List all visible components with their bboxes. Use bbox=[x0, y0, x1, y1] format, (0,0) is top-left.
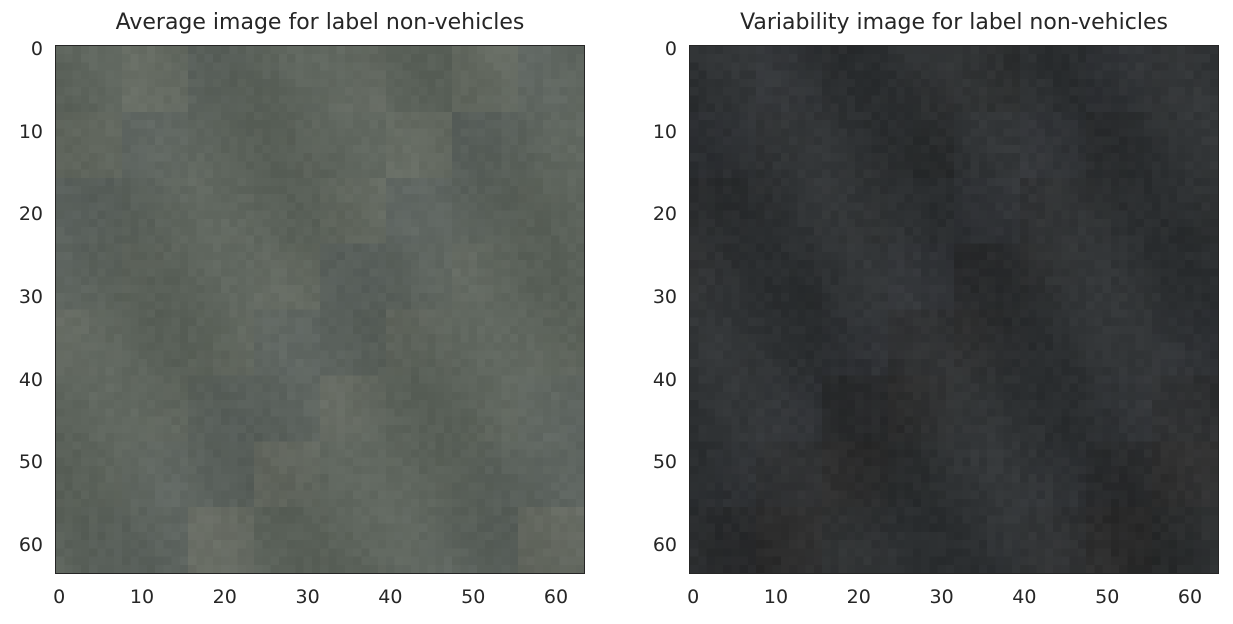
x-tick-label: 60 bbox=[543, 586, 569, 608]
x-tick-label: 50 bbox=[1095, 586, 1120, 608]
y-tick-label: 60 bbox=[652, 534, 677, 557]
x-tick-label: 30 bbox=[295, 586, 320, 608]
y-tick-label: 10 bbox=[652, 120, 677, 143]
y-tick-label: 50 bbox=[652, 451, 677, 474]
x-tick-label: 60 bbox=[1177, 586, 1203, 608]
y-tick-label: 0 bbox=[30, 38, 43, 61]
panel-variability: Variability image for label non-vehicles… bbox=[634, 0, 1233, 624]
y-tick-label: 50 bbox=[18, 451, 43, 474]
x-tick-label: 40 bbox=[378, 586, 403, 608]
x-tick-label: 0 bbox=[687, 586, 700, 608]
y-tick-label: 20 bbox=[18, 203, 43, 226]
heatmap-image bbox=[690, 46, 1218, 573]
x-tick-label: 10 bbox=[129, 586, 155, 608]
heatmap-axes bbox=[689, 45, 1219, 574]
chart-title: Variability image for label non-vehicles bbox=[740, 10, 1168, 35]
x-tick-label: 0 bbox=[53, 586, 66, 608]
x-tick-label: 10 bbox=[763, 586, 789, 608]
x-tick-label: 40 bbox=[1012, 586, 1037, 608]
y-tick-label: 20 bbox=[652, 203, 677, 226]
heatmap-image bbox=[56, 46, 584, 573]
chart-title: Average image for label non-vehicles bbox=[115, 10, 525, 35]
y-tick-label: 40 bbox=[18, 368, 43, 391]
y-tick-label: 60 bbox=[18, 534, 43, 557]
x-tick-label: 20 bbox=[212, 586, 237, 608]
panel-average: Average image for label non-vehicles 0 10… bbox=[0, 0, 616, 624]
x-tick-label: 30 bbox=[929, 586, 954, 608]
y-tick-label: 30 bbox=[18, 286, 43, 309]
y-tick-label: 40 bbox=[652, 368, 677, 391]
y-tick-label: 30 bbox=[652, 286, 677, 309]
y-tick-label: 0 bbox=[664, 38, 677, 61]
y-tick-label: 10 bbox=[18, 120, 43, 143]
heatmap-axes bbox=[55, 45, 585, 574]
x-tick-label: 50 bbox=[461, 586, 486, 608]
x-tick-label: 20 bbox=[846, 586, 871, 608]
